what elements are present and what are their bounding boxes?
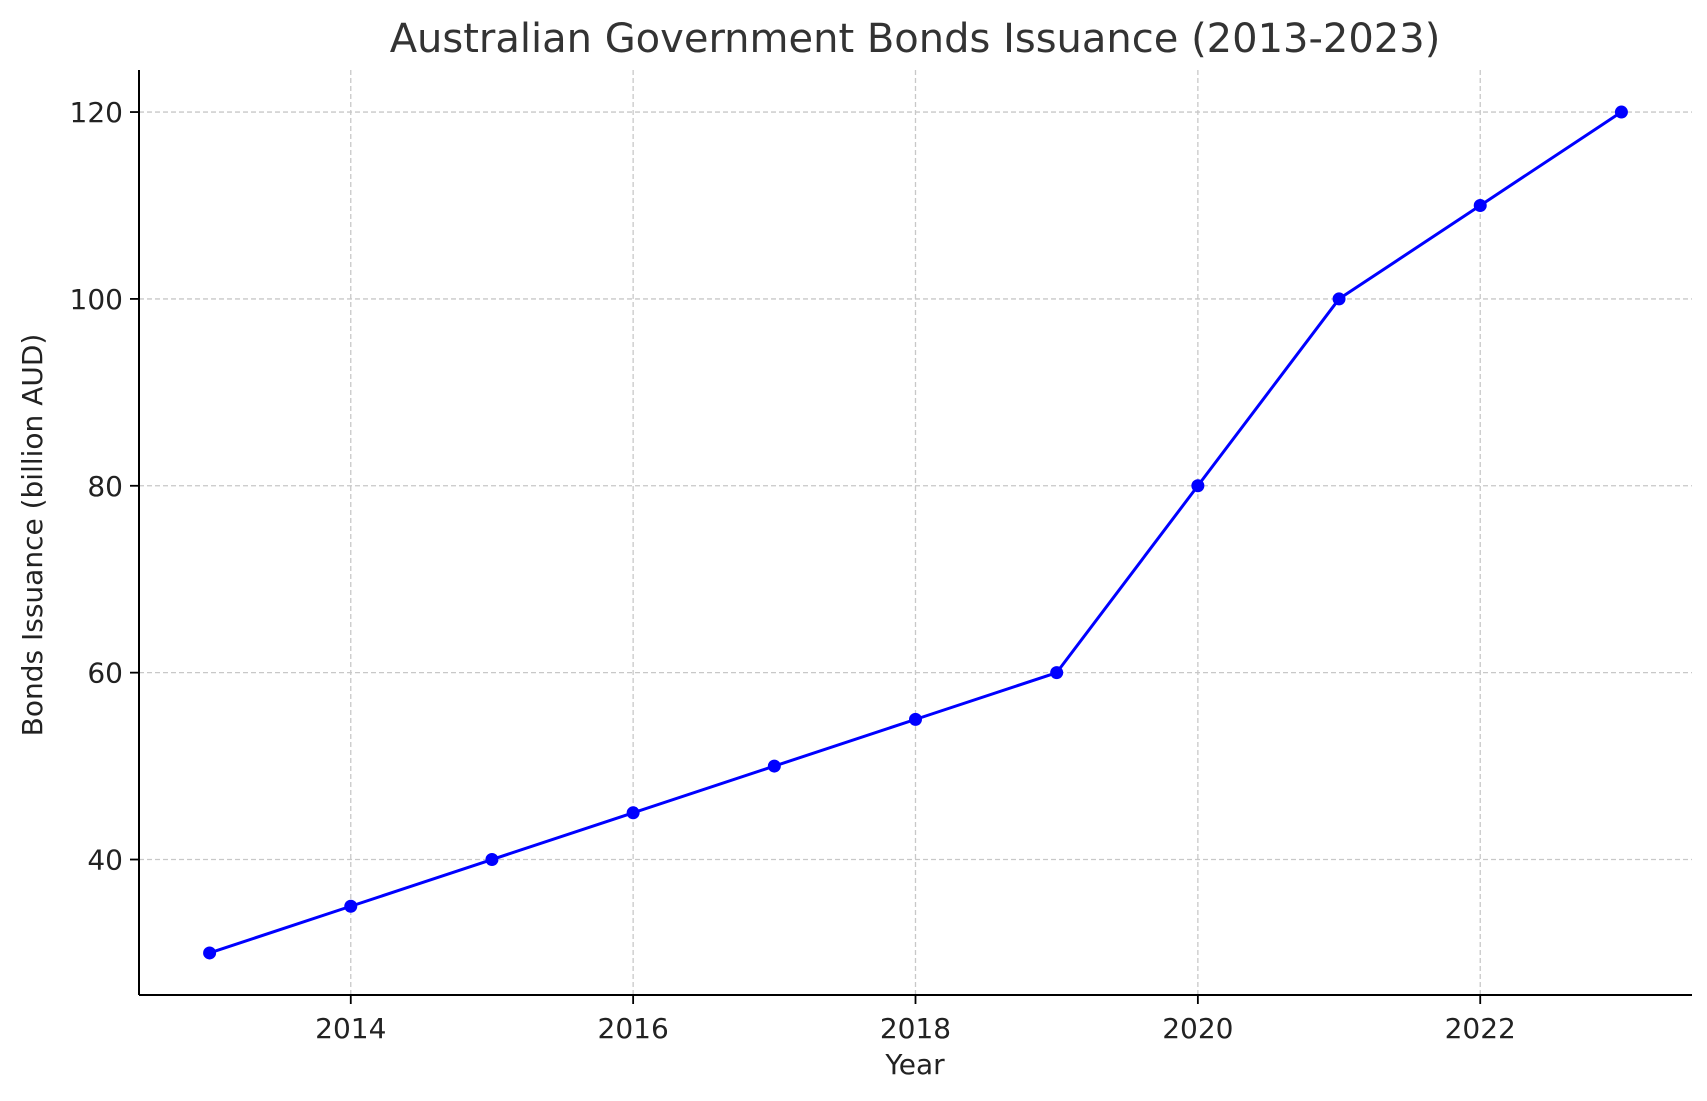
y-tick-label: 100 (70, 283, 123, 316)
grid-lines (139, 70, 1692, 995)
data-point (909, 712, 922, 726)
data-point (203, 946, 217, 960)
data-point (344, 899, 358, 913)
y-tick-label: 120 (70, 96, 123, 129)
data-point (485, 853, 499, 867)
chart-title: Australian Government Bonds Issuance (20… (390, 16, 1441, 62)
series-layer (203, 105, 1628, 960)
y-axis-label: Bonds Issuance (billion AUD) (16, 334, 49, 737)
x-tick-label: 2016 (598, 1012, 669, 1045)
x-axis-label: Year (884, 1048, 945, 1081)
y-tick-label: 60 (87, 657, 123, 690)
x-tick-label: 2018 (880, 1012, 951, 1045)
y-tick-label: 80 (87, 470, 123, 503)
data-point (626, 806, 640, 820)
y-tick-label: 40 (87, 844, 123, 877)
data-point (1614, 105, 1628, 119)
data-point (1473, 198, 1487, 212)
x-tick-label: 2020 (1162, 1012, 1233, 1045)
tick-labels: 2014 2016 2018 2020 2022 40 60 80 100 120 (70, 96, 1516, 1045)
data-point (1050, 666, 1064, 680)
data-point (1191, 479, 1205, 493)
x-tick-label: 2022 (1445, 1012, 1516, 1045)
data-point (767, 759, 781, 773)
data-point (1332, 292, 1346, 306)
x-tick-label: 2014 (315, 1012, 386, 1045)
